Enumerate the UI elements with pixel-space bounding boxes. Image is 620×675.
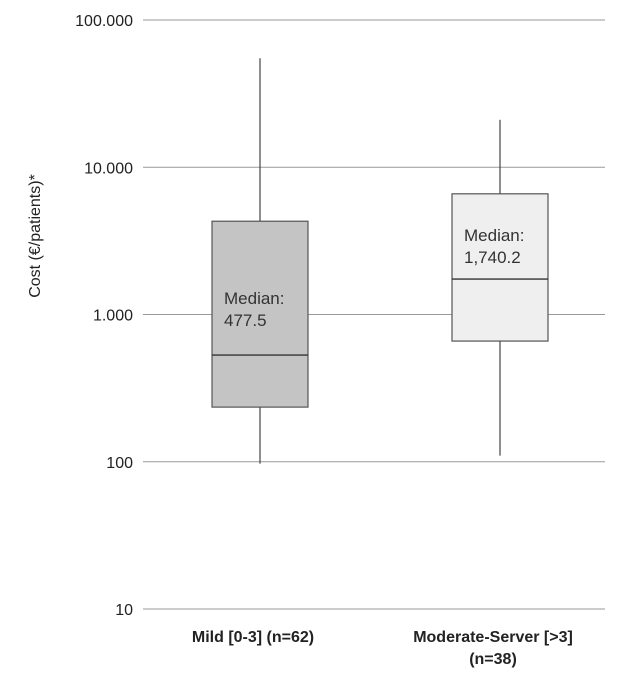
median-annotation: 1,740.2 [464, 248, 521, 267]
y-axis-label: Cost (€/patients)* [27, 174, 44, 298]
x-category-label: Mild [0-3] (n=62) [192, 629, 314, 646]
iqr-box [211, 220, 309, 408]
y-tick-label: 100.000 [75, 13, 133, 30]
y-tick-label: 10 [115, 602, 133, 619]
y-tick-label: 1.000 [93, 308, 133, 325]
x-category-label: (n=38) [469, 651, 517, 668]
median-annotation: Median: [224, 289, 284, 308]
box-group: Median: 477.5 [211, 58, 309, 464]
y-tick-label: 100 [106, 455, 133, 472]
x-category-label: Moderate-Server [>3] [413, 629, 573, 646]
iqr-box [451, 193, 549, 342]
x-axis-categories: Mild [0-3] (n=62) Moderate-Server [>3] (n=… [192, 629, 573, 668]
y-tick-label: 10.000 [84, 160, 133, 177]
median-annotation: 477.5 [224, 311, 267, 330]
box-layer: Median: 477.5 Median: 1,740.2 [211, 58, 549, 464]
box-group: Median: 1,740.2 [451, 119, 549, 456]
median-annotation: Median: [464, 226, 524, 245]
y-axis-ticks: 100.000 10.000 1.000 100 10 [75, 13, 133, 619]
